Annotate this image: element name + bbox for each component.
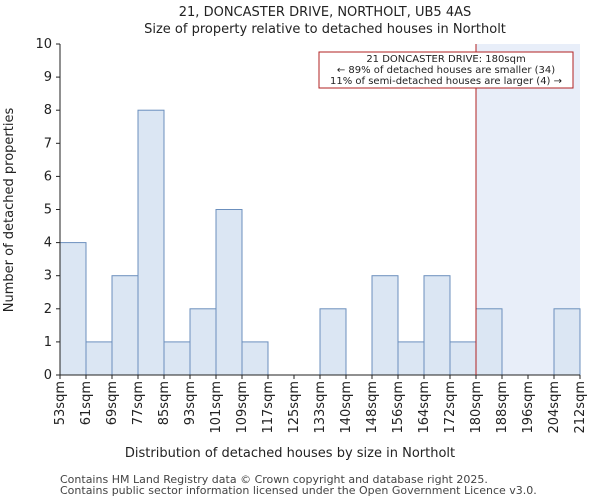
y-tick-label-8: 8 xyxy=(44,103,52,118)
x-tick-label-133sqm: 133sqm xyxy=(313,381,328,434)
x-tick-label-101sqm: 101sqm xyxy=(209,381,224,434)
bar-77sqm xyxy=(137,109,165,376)
bar-133sqm xyxy=(319,308,347,376)
x-tick-label-156sqm: 156sqm xyxy=(391,381,406,434)
y-tick-label-1: 1 xyxy=(44,335,52,350)
bar-156sqm xyxy=(397,341,425,376)
bar-109sqm xyxy=(241,341,269,376)
bar-53sqm xyxy=(59,242,87,376)
y-tick-label-3: 3 xyxy=(44,269,52,284)
x-tick-label-172sqm: 172sqm xyxy=(443,381,458,434)
y-tick-label-2: 2 xyxy=(44,302,52,317)
bar-85sqm xyxy=(163,341,191,376)
annotation-box: 21 DONCASTER DRIVE: 180sqm ← 89% of deta… xyxy=(318,51,574,89)
x-tick-label-164sqm: 164sqm xyxy=(417,381,432,434)
y-tick-label-7: 7 xyxy=(44,136,52,151)
x-tick-label-61sqm: 61sqm xyxy=(79,381,94,425)
x-tick-label-204sqm: 204sqm xyxy=(547,381,562,434)
x-tick-label-69sqm: 69sqm xyxy=(105,381,120,425)
bar-180sqm xyxy=(475,308,503,376)
x-tick-label-140sqm: 140sqm xyxy=(339,381,354,434)
bar-61sqm xyxy=(85,341,113,376)
x-tick-label-148sqm: 148sqm xyxy=(365,381,380,434)
bar-69sqm xyxy=(111,275,139,376)
annotation-line-1: 21 DONCASTER DRIVE: 180sqm xyxy=(366,54,525,65)
y-tick-label-5: 5 xyxy=(44,203,52,218)
footer-line-1: Contains HM Land Registry data © Crown c… xyxy=(60,473,488,486)
x-tick-label-125sqm: 125sqm xyxy=(287,381,302,434)
x-axis-label: Distribution of detached houses by size … xyxy=(125,446,455,461)
annotation-line-2: ← 89% of detached houses are smaller (34… xyxy=(337,65,555,76)
annotation-border xyxy=(318,51,574,89)
chart-subtitle: Size of property relative to detached ho… xyxy=(144,22,506,37)
y-tick-label-0: 0 xyxy=(44,368,52,383)
bar-93sqm xyxy=(189,308,217,376)
annotation-line-3: 11% of semi-detached houses are larger (… xyxy=(330,76,562,87)
x-tick-label-77sqm: 77sqm xyxy=(131,381,146,425)
y-tick-label-6: 6 xyxy=(44,169,52,184)
x-tick-label-196sqm: 196sqm xyxy=(521,381,536,434)
y-tick-label-4: 4 xyxy=(44,236,52,251)
x-tick-label-188sqm: 188sqm xyxy=(495,381,510,434)
footer-line-2: Contains public sector information licen… xyxy=(60,484,537,497)
x-tick-label-117sqm: 117sqm xyxy=(261,381,276,434)
x-tick-label-180sqm: 180sqm xyxy=(469,381,484,434)
bar-148sqm xyxy=(371,275,399,376)
bar-101sqm xyxy=(215,209,243,376)
x-tick-label-53sqm: 53sqm xyxy=(53,381,68,425)
x-tick-label-93sqm: 93sqm xyxy=(183,381,198,425)
y-axis-label: Number of detached properties xyxy=(2,108,17,313)
chart-title: 21, DONCASTER DRIVE, NORTHOLT, UB5 4AS xyxy=(179,5,471,20)
x-tick-label-212sqm: 212sqm xyxy=(573,381,588,434)
x-tick-label-85sqm: 85sqm xyxy=(157,381,172,425)
x-tick-label-109sqm: 109sqm xyxy=(235,381,250,434)
bar-204sqm xyxy=(553,308,581,376)
bar-172sqm xyxy=(449,341,477,376)
y-tick-label-9: 9 xyxy=(44,70,52,85)
y-tick-label-10: 10 xyxy=(35,37,52,52)
bar-164sqm xyxy=(423,275,451,376)
